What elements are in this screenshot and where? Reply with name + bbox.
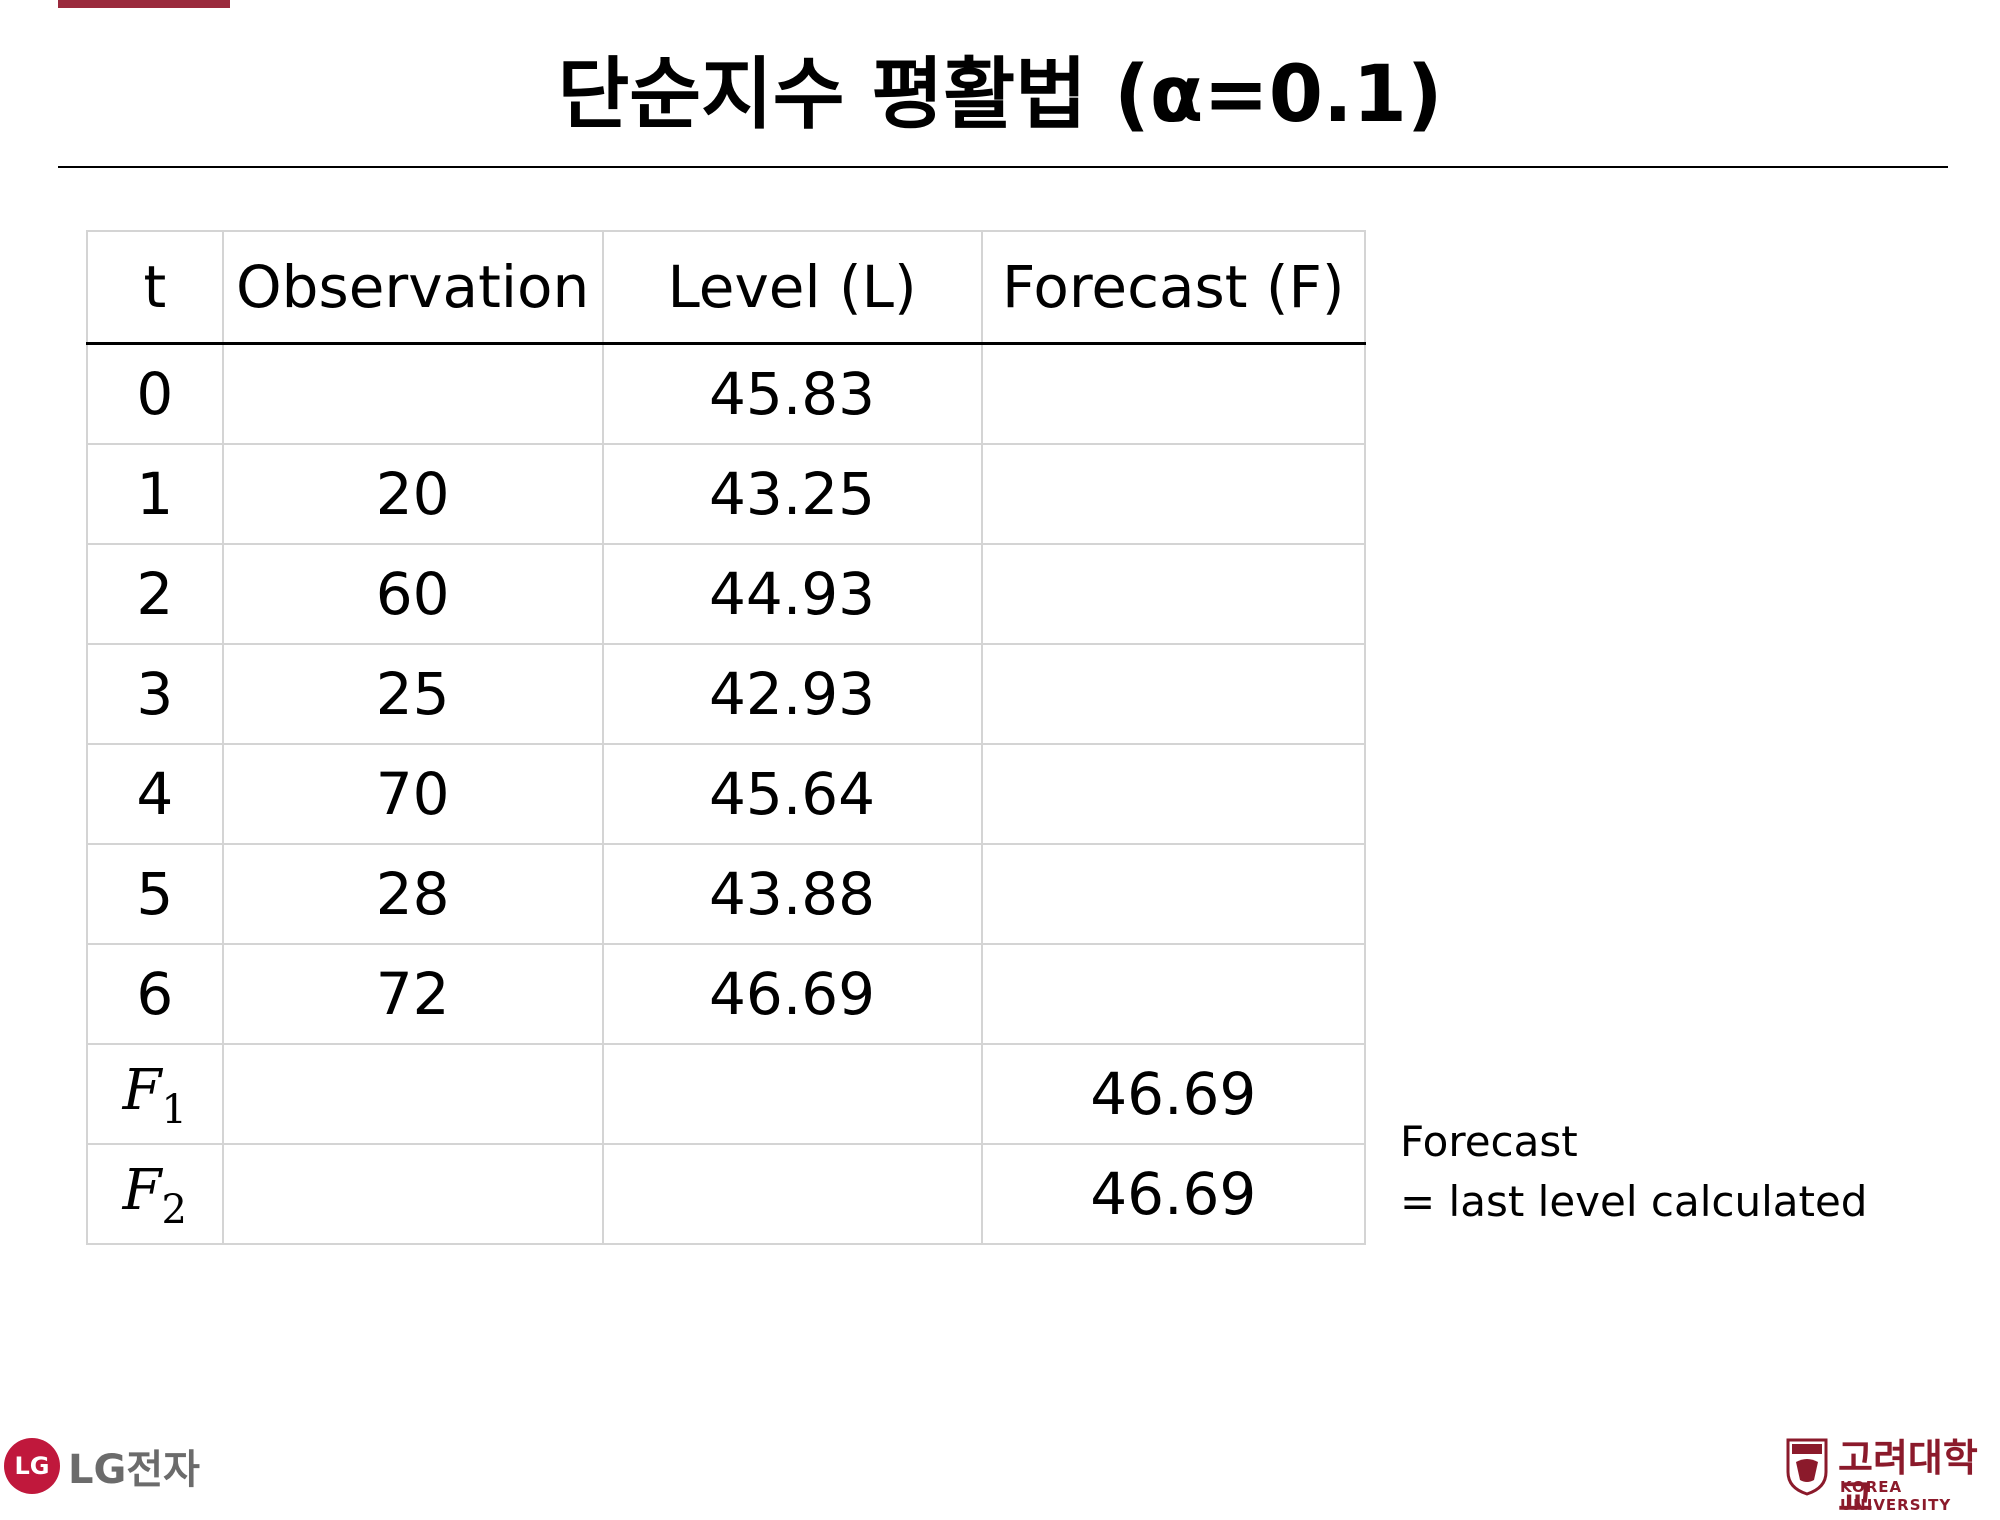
forecast-row: F2 46.69 bbox=[86, 1143, 1367, 1245]
table-row: 0 45.83 bbox=[86, 342, 1367, 445]
forecast-subscript: 2 bbox=[161, 1187, 187, 1233]
cell-level bbox=[601, 1043, 983, 1145]
cell-level: 45.83 bbox=[601, 342, 983, 445]
ku-english-name: KOREA UNIVERSITY bbox=[1840, 1478, 1952, 1514]
accent-bar bbox=[58, 0, 230, 8]
cell-observation: 28 bbox=[221, 843, 604, 945]
cell-observation: 70 bbox=[221, 743, 604, 845]
lg-logo: LG LG전자 bbox=[4, 1436, 200, 1496]
header-forecast: Forecast (F) bbox=[980, 230, 1367, 345]
header-observation: Observation bbox=[221, 230, 604, 345]
table-row: 5 28 43.88 bbox=[86, 843, 1367, 945]
ku-korean-name: 고려대학교 bbox=[1838, 1436, 1978, 1520]
cell-level: 46.69 bbox=[601, 943, 983, 1045]
cell-level bbox=[601, 1143, 983, 1245]
forecast-symbol: F bbox=[122, 1058, 162, 1123]
cell-forecast bbox=[980, 643, 1367, 745]
cell-observation: 20 bbox=[221, 443, 604, 545]
table-row: 6 72 46.69 bbox=[86, 943, 1367, 1045]
cell-forecast: 46.69 bbox=[980, 1043, 1367, 1145]
cell-forecast bbox=[980, 943, 1367, 1045]
cell-forecast bbox=[980, 743, 1367, 845]
lg-logo-text: LG전자 bbox=[68, 1447, 200, 1493]
shield-crest-icon bbox=[1786, 1438, 1828, 1496]
cell-level: 45.64 bbox=[601, 743, 983, 845]
lg-mark-text: LG bbox=[14, 1452, 50, 1480]
cell-t: 4 bbox=[86, 743, 224, 845]
cell-level: 44.93 bbox=[601, 543, 983, 645]
cell-forecast bbox=[980, 342, 1367, 445]
cell-observation bbox=[221, 1143, 604, 1245]
lg-mark-icon: LG bbox=[4, 1438, 60, 1494]
cell-forecast bbox=[980, 843, 1367, 945]
cell-forecast bbox=[980, 443, 1367, 545]
cell-observation: 72 bbox=[221, 943, 604, 1045]
cell-t: 3 bbox=[86, 643, 224, 745]
cell-observation: 25 bbox=[221, 643, 604, 745]
smoothing-table: t Observation Level (L) Forecast (F) 0 4… bbox=[86, 230, 1367, 1245]
forecast-subscript: 1 bbox=[161, 1087, 187, 1133]
slide-title: 단순지수 평활법 (α=0.1) bbox=[557, 50, 1443, 140]
cell-level: 43.88 bbox=[601, 843, 983, 945]
cell-forecast-symbol: F1 bbox=[86, 1043, 224, 1145]
cell-forecast-symbol: F2 bbox=[86, 1143, 224, 1245]
header-t: t bbox=[86, 230, 224, 345]
header-level: Level (L) bbox=[601, 230, 983, 345]
cell-t: 2 bbox=[86, 543, 224, 645]
forecast-symbol: F bbox=[122, 1158, 162, 1223]
cell-t: 5 bbox=[86, 843, 224, 945]
forecast-note: Forecast = last level calculated bbox=[1400, 1112, 1867, 1232]
cell-forecast: 46.69 bbox=[980, 1143, 1367, 1245]
cell-t: 1 bbox=[86, 443, 224, 545]
note-line-2: = last level calculated bbox=[1400, 1177, 1868, 1226]
table-row: 2 60 44.93 bbox=[86, 543, 1367, 645]
korea-university-logo: 고려대학교 KOREA UNIVERSITY bbox=[1786, 1438, 1996, 1518]
cell-observation bbox=[221, 1043, 604, 1145]
forecast-row: F1 46.69 bbox=[86, 1043, 1367, 1145]
table-row: 3 25 42.93 bbox=[86, 643, 1367, 745]
table-row: 4 70 45.64 bbox=[86, 743, 1367, 845]
table-row: 1 20 43.25 bbox=[86, 443, 1367, 545]
table-header-row: t Observation Level (L) Forecast (F) bbox=[86, 230, 1367, 345]
title-divider bbox=[58, 166, 1948, 168]
cell-forecast bbox=[980, 543, 1367, 645]
cell-level: 43.25 bbox=[601, 443, 983, 545]
note-line-1: Forecast bbox=[1400, 1117, 1578, 1166]
cell-t: 0 bbox=[86, 342, 224, 445]
cell-t: 6 bbox=[86, 943, 224, 1045]
cell-level: 42.93 bbox=[601, 643, 983, 745]
cell-observation: 60 bbox=[221, 543, 604, 645]
cell-observation bbox=[221, 342, 604, 445]
